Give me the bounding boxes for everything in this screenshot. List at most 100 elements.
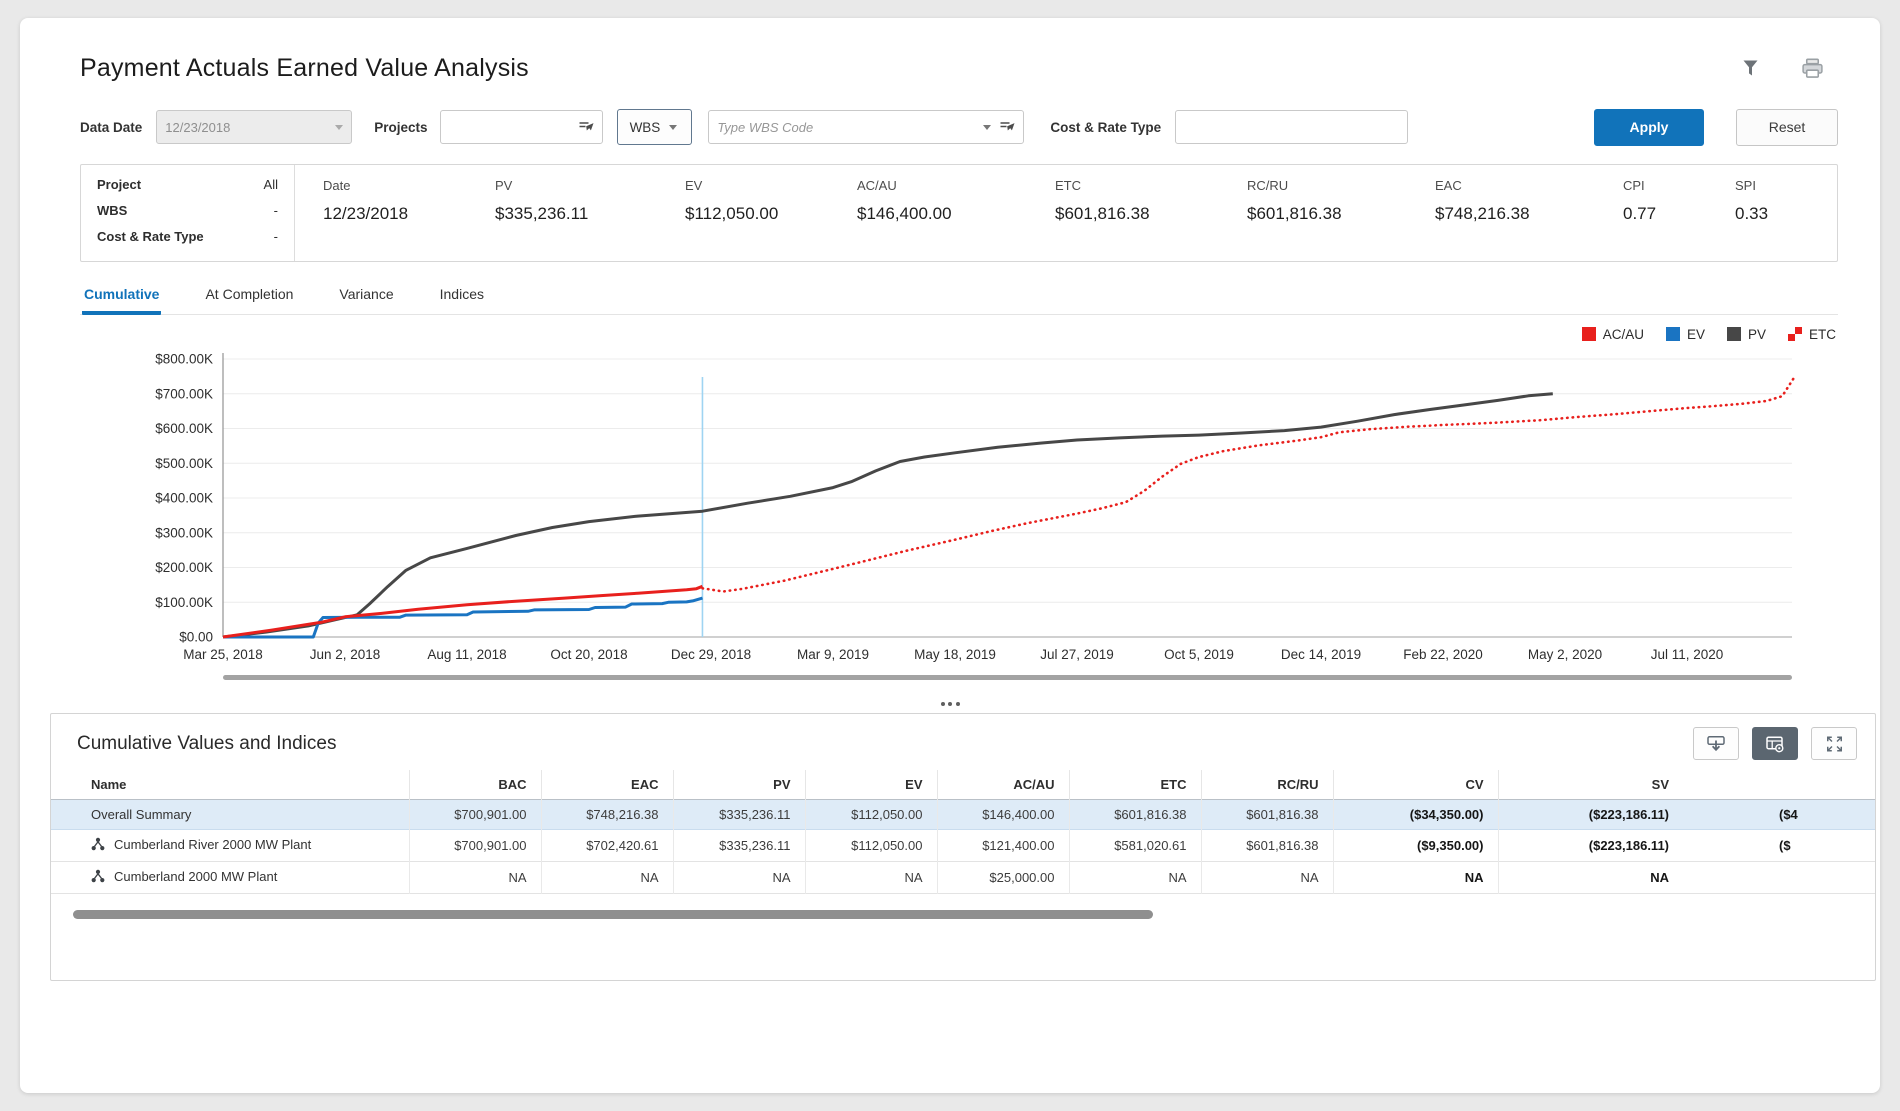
series-etc bbox=[701, 375, 1796, 593]
cost-rate-type-input[interactable] bbox=[1175, 110, 1409, 144]
series-ac-au bbox=[222, 584, 704, 639]
cell-sv: ($223,186.11) bbox=[1497, 829, 1683, 862]
svg-text:$500.00K: $500.00K bbox=[155, 456, 213, 471]
svg-text:May 18, 2019: May 18, 2019 bbox=[914, 647, 996, 662]
wbs-node-icon bbox=[91, 837, 105, 854]
tab-variance[interactable]: Variance bbox=[339, 286, 394, 302]
cell-clipped: ($4 bbox=[1779, 807, 1798, 822]
view-tabs: Cumulative At Completion Variance Indices bbox=[80, 278, 1838, 315]
column-header-ac-au[interactable]: AC/AU bbox=[936, 770, 1069, 800]
svg-text:Oct 20, 2018: Oct 20, 2018 bbox=[550, 647, 627, 662]
projects-label: Projects bbox=[374, 119, 428, 135]
cell-ev: NA bbox=[804, 861, 937, 894]
cell-rc-ru: NA bbox=[1200, 861, 1333, 894]
svg-text:Aug 11, 2018: Aug 11, 2018 bbox=[427, 647, 506, 662]
picker-icon[interactable] bbox=[578, 120, 595, 135]
dropdown-caret-icon bbox=[669, 125, 678, 134]
column-header-etc[interactable]: ETC bbox=[1068, 770, 1201, 800]
cell-ev: $112,050.00 bbox=[804, 829, 937, 862]
cost-rate-type-label: Cost & Rate Type bbox=[1050, 119, 1162, 135]
svg-text:$300.00K: $300.00K bbox=[155, 525, 213, 540]
table-horizontal-scrollbar[interactable] bbox=[73, 910, 1153, 919]
svg-text:Jul 11, 2020: Jul 11, 2020 bbox=[1651, 647, 1724, 662]
table-row-cumberland-river-2000-mw-plant[interactable]: Cumberland River 2000 MW Plant $700,901.0… bbox=[51, 829, 1875, 862]
cell-eac: $702,420.61 bbox=[540, 829, 673, 862]
cell-clipped bbox=[1683, 862, 1875, 894]
svg-text:$700.00K: $700.00K bbox=[155, 386, 213, 401]
expand-button[interactable] bbox=[1811, 727, 1857, 760]
print-icon[interactable] bbox=[1801, 58, 1824, 79]
cell-etc: $581,020.61 bbox=[1068, 829, 1201, 862]
page-title: Payment Actuals Earned Value Analysis bbox=[80, 53, 529, 82]
column-header-clipped bbox=[1683, 770, 1875, 800]
svg-text:May 2, 2020: May 2, 2020 bbox=[1528, 647, 1602, 662]
tab-cumulative[interactable]: Cumulative bbox=[82, 278, 162, 315]
column-header-cv[interactable]: CV bbox=[1332, 770, 1498, 800]
tab-indices[interactable]: Indices bbox=[439, 286, 484, 302]
cell-sv: ($223,186.11) bbox=[1497, 799, 1683, 830]
cumulative-values-table: Name BAC EAC PV EV AC/AU ETC RC/RU CV SV Overall … bbox=[51, 770, 1875, 894]
row-name: Overall Summary bbox=[91, 807, 192, 822]
expand-icon bbox=[1826, 735, 1842, 752]
data-date-input[interactable] bbox=[156, 110, 353, 144]
column-header-rc-ru[interactable]: RC/RU bbox=[1200, 770, 1333, 800]
chart-legend: AC/AU EV PV ETC bbox=[80, 325, 1838, 343]
cell-cv: ($9,350.00) bbox=[1332, 829, 1498, 862]
cell-sv: NA bbox=[1497, 861, 1683, 894]
column-header-sv[interactable]: SV bbox=[1497, 770, 1683, 800]
summary-metric-spi: SPI 0.33 bbox=[1735, 178, 1769, 223]
cell-ac-au: $121,400.00 bbox=[936, 829, 1069, 862]
picker-icon[interactable] bbox=[999, 120, 1016, 135]
table-options-icon bbox=[1766, 735, 1784, 752]
wbs-dropdown[interactable]: WBS bbox=[616, 109, 693, 145]
cell-ac-au: $25,000.00 bbox=[936, 861, 1069, 894]
column-header-pv[interactable]: PV bbox=[672, 770, 805, 800]
table-row-cumberland-2000-mw-plant[interactable]: Cumberland 2000 MW Plant NA NA NA NA $25,000.… bbox=[51, 861, 1875, 894]
summary-metric-pv: PV $335,236.11 bbox=[495, 178, 589, 223]
legend-ac-au[interactable]: AC/AU bbox=[1581, 327, 1644, 342]
legend-ev[interactable]: EV bbox=[1665, 327, 1705, 342]
column-header-ev[interactable]: EV bbox=[804, 770, 937, 800]
dropdown-caret-icon bbox=[335, 125, 344, 134]
svg-text:Feb 22, 2020: Feb 22, 2020 bbox=[1403, 647, 1483, 662]
cell-rc-ru: $601,816.38 bbox=[1200, 829, 1333, 862]
svg-text:Mar 25, 2018: Mar 25, 2018 bbox=[183, 647, 263, 662]
apply-button[interactable]: Apply bbox=[1594, 108, 1704, 146]
table-options-button[interactable] bbox=[1752, 727, 1798, 760]
svg-text:Oct 5, 2019: Oct 5, 2019 bbox=[1164, 647, 1234, 662]
table-row-overall-summary[interactable]: Overall Summary $700,901.00 $748,216.38 $33… bbox=[51, 799, 1875, 830]
cell-etc: $601,816.38 bbox=[1068, 799, 1201, 830]
chart-horizontal-scrollbar[interactable] bbox=[223, 675, 1792, 680]
evm-chart: AC/AU EV PV ETC $800.00K $700.00K $600.00K $50… bbox=[80, 325, 1838, 691]
filter-icon[interactable] bbox=[1740, 58, 1761, 78]
detach-button[interactable] bbox=[1693, 727, 1739, 760]
legend-etc[interactable]: ETC bbox=[1788, 327, 1836, 342]
splitter-handle[interactable] bbox=[20, 695, 1880, 713]
svg-text:$0.00: $0.00 bbox=[179, 630, 213, 645]
column-header-name[interactable]: Name bbox=[91, 777, 127, 792]
wbs-code-input[interactable] bbox=[708, 110, 1025, 144]
summary-metrics: Date 12/23/2018 PV $335,236.11 EV $112,050.00… bbox=[295, 165, 1837, 261]
summary-metric-rc-ru: RC/RU $601,816.38 bbox=[1247, 178, 1342, 223]
summary-metric-cpi: CPI 0.77 bbox=[1623, 178, 1657, 223]
summary-metric-date: Date 12/23/2018 bbox=[323, 178, 409, 223]
legend-pv[interactable]: PV bbox=[1726, 327, 1766, 342]
svg-text:Mar 9, 2019: Mar 9, 2019 bbox=[797, 647, 869, 662]
data-date-label: Data Date bbox=[80, 119, 143, 135]
column-header-eac[interactable]: EAC bbox=[540, 770, 673, 800]
column-header-bac[interactable]: BAC bbox=[408, 770, 541, 800]
cell-etc: NA bbox=[1068, 861, 1201, 894]
summary-panel: Project All WBS - Cost & Rate Type - Date 12… bbox=[80, 164, 1838, 262]
cell-eac: NA bbox=[540, 861, 673, 894]
projects-input[interactable] bbox=[439, 110, 603, 144]
tab-at-completion[interactable]: At Completion bbox=[205, 286, 294, 302]
svg-text:$800.00K: $800.00K bbox=[155, 352, 213, 367]
summary-scope: Project All WBS - Cost & Rate Type - bbox=[81, 165, 295, 261]
reset-button[interactable]: Reset bbox=[1736, 108, 1838, 146]
evm-page-card: Payment Actuals Earned Value Analysis Da… bbox=[20, 18, 1880, 1093]
cell-bac: $700,901.00 bbox=[408, 799, 541, 830]
summary-metric-eac: EAC $748,216.38 bbox=[1435, 178, 1530, 223]
cell-pv: $335,236.11 bbox=[672, 799, 805, 830]
cell-pv: $335,236.11 bbox=[672, 829, 805, 862]
table-horizontal-scrollbar-track bbox=[73, 910, 1855, 919]
